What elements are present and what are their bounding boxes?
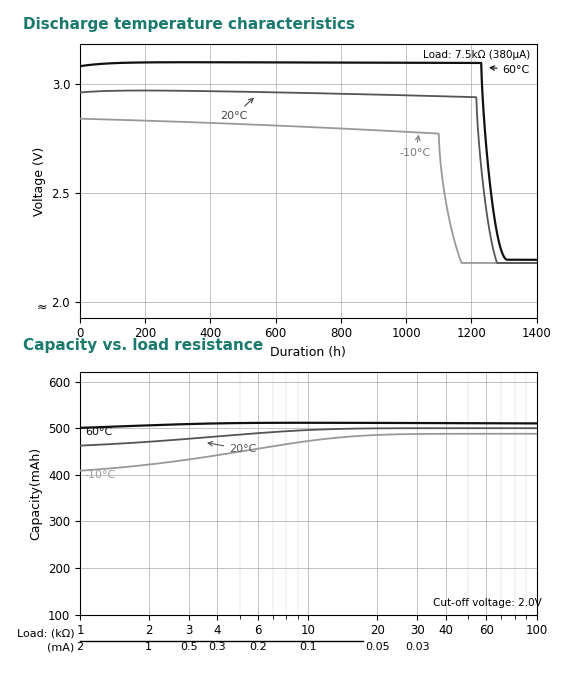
Text: 20°C: 20°C bbox=[208, 441, 256, 454]
Text: -10°C: -10°C bbox=[85, 470, 116, 480]
Text: Capacity vs. load resistance: Capacity vs. load resistance bbox=[23, 338, 263, 353]
X-axis label: Duration (h): Duration (h) bbox=[271, 346, 346, 359]
Text: (mA): (mA) bbox=[47, 643, 74, 652]
Text: Load: (kΩ): Load: (kΩ) bbox=[17, 629, 74, 639]
Text: 0.2: 0.2 bbox=[249, 643, 267, 652]
Y-axis label: Voltage (V): Voltage (V) bbox=[33, 146, 46, 216]
Text: 0.3: 0.3 bbox=[208, 643, 226, 652]
Text: -10°C: -10°C bbox=[400, 136, 431, 158]
Text: 2: 2 bbox=[77, 643, 83, 652]
Text: 1: 1 bbox=[145, 643, 152, 652]
Text: 0.03: 0.03 bbox=[405, 643, 429, 652]
Text: ≈: ≈ bbox=[37, 301, 47, 314]
Text: 60°C: 60°C bbox=[85, 427, 112, 437]
Text: 0.1: 0.1 bbox=[300, 643, 317, 652]
Text: 0.5: 0.5 bbox=[180, 643, 198, 652]
Text: Discharge temperature characteristics: Discharge temperature characteristics bbox=[23, 17, 355, 32]
Text: Cut-off voltage: 2.0V: Cut-off voltage: 2.0V bbox=[433, 598, 541, 608]
Text: 60°C: 60°C bbox=[490, 65, 530, 75]
Text: 0.05: 0.05 bbox=[365, 643, 389, 652]
Text: Load: 7.5kΩ (380μA): Load: 7.5kΩ (380μA) bbox=[423, 50, 530, 60]
Text: 20°C: 20°C bbox=[220, 98, 253, 121]
Y-axis label: Capacity(mAh): Capacity(mAh) bbox=[30, 447, 42, 540]
